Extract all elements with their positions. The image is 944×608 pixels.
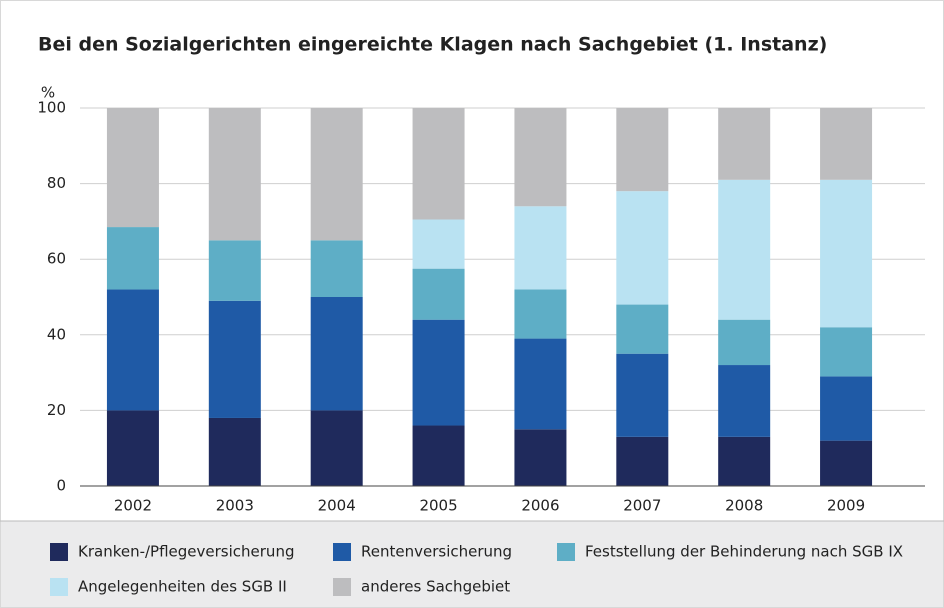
bar-segment: [514, 429, 567, 486]
legend-label: Rentenversicherung: [361, 543, 512, 561]
bar-segment: [106, 108, 159, 228]
bar-segment: [310, 240, 363, 297]
bar-segment: [514, 338, 567, 430]
x-tick-label: 2003: [216, 497, 254, 515]
legend-swatch: [333, 578, 351, 596]
bar-segment: [616, 436, 669, 486]
x-tick-label: 2002: [114, 497, 152, 515]
y-tick-label: 0: [56, 477, 66, 495]
bar-segment: [718, 108, 771, 180]
legend-swatch: [557, 543, 575, 561]
bar-segment: [412, 219, 465, 269]
bar-segment: [820, 440, 873, 486]
legend-background: [1, 521, 943, 607]
legend-label: Feststellung der Behinderung nach SGB IX: [585, 543, 903, 561]
bar-segment: [616, 108, 669, 192]
bar-segment: [616, 191, 669, 305]
y-axis-label: %: [41, 84, 55, 102]
bar-segment: [820, 108, 873, 180]
x-tick-label: 2009: [827, 497, 865, 515]
bar-segment: [718, 179, 771, 320]
chart-title: Bei den Sozialgerichten eingereichte Kla…: [38, 34, 827, 56]
y-tick-label: 20: [47, 401, 66, 419]
bar-segment: [412, 319, 465, 426]
bar-segment: [820, 376, 873, 441]
bar-segment: [514, 108, 567, 207]
x-tick-label: 2004: [318, 497, 356, 515]
bar-segment: [616, 353, 669, 437]
bar-segment: [208, 240, 261, 301]
bar-segment: [310, 410, 363, 486]
bar-segment: [106, 227, 159, 290]
legend-swatch: [50, 543, 68, 561]
bar-segment: [310, 108, 363, 241]
bar-segment: [718, 365, 771, 437]
bar-segment: [310, 297, 363, 411]
bar-segment: [208, 108, 261, 241]
x-tick-label: 2007: [623, 497, 661, 515]
legend-swatch: [50, 578, 68, 596]
y-tick-label: 40: [47, 325, 66, 343]
legend-label: Kranken-/Pflegeversicherung: [78, 543, 294, 561]
bar-segment: [208, 417, 261, 486]
bar-segment: [412, 425, 465, 486]
bar-segment: [412, 268, 465, 320]
bar-segment: [106, 410, 159, 486]
bar-segment: [514, 206, 567, 290]
legend-swatch: [333, 543, 351, 561]
bar-segment: [514, 289, 567, 339]
x-tick-label: 2008: [725, 497, 763, 515]
y-tick-label: 60: [47, 250, 66, 268]
legend-label: Angelegenheiten des SGB II: [78, 578, 287, 596]
bar-segment: [820, 179, 873, 328]
bar-segment: [718, 319, 771, 366]
x-tick-label: 2006: [521, 497, 559, 515]
bar-segment: [208, 300, 261, 418]
bar-segment: [106, 289, 159, 411]
bar-segment: [820, 327, 873, 377]
x-tick-label: 2005: [419, 497, 457, 515]
bar-segment: [616, 304, 669, 354]
y-tick-label: 100: [37, 99, 66, 117]
y-tick-label: 80: [47, 174, 66, 192]
bar-segment: [718, 436, 771, 486]
bar-segment: [412, 108, 465, 220]
legend-label: anderes Sachgebiet: [361, 578, 510, 596]
